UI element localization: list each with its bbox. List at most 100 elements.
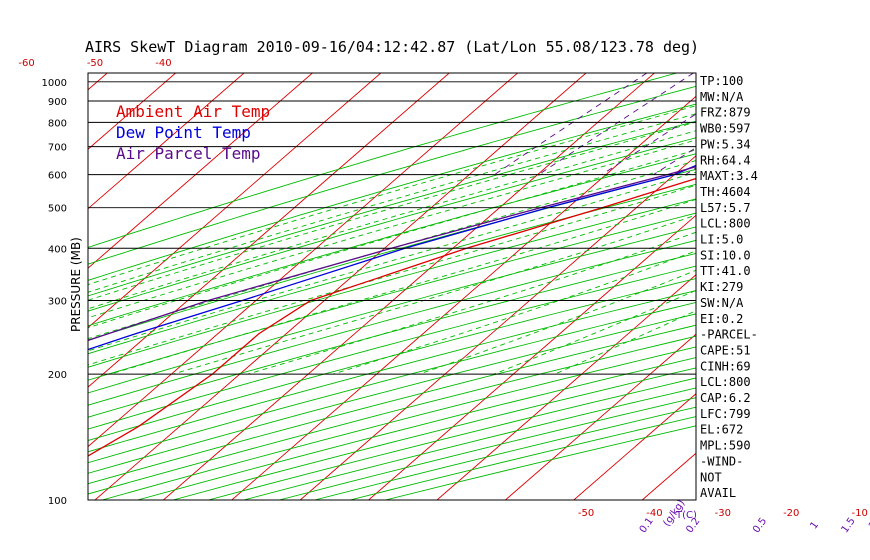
index-item: PW:5.34	[700, 137, 751, 151]
index-item: RH:64.4	[700, 153, 751, 167]
chart-title: AIRS SkewT Diagram 2010-09-16/04:12:42.8…	[85, 38, 699, 56]
index-item: MPL:590	[700, 439, 751, 453]
dry-adiabat-line	[88, 313, 696, 474]
isotherm-line	[88, 73, 245, 210]
cin-hatch-stroke	[805, 131, 815, 135]
cin-hatch-area	[754, 98, 870, 151]
cin-hatch-stroke	[776, 140, 791, 144]
isotherm-line	[88, 73, 313, 269]
dry-adiabat-line	[88, 73, 678, 248]
index-item: -PARCEL-	[700, 328, 758, 342]
moist-adiabat-line	[88, 113, 696, 293]
dry-adiabat-line	[88, 301, 696, 464]
index-item: CAP:6.2	[700, 391, 751, 405]
dry-adiabat-line	[88, 278, 696, 441]
index-item: CAPE:51	[700, 343, 751, 357]
pressure-tick-label: 200	[48, 370, 67, 381]
moist-adiabat-line	[247, 231, 696, 375]
cin-hatch-stroke	[810, 130, 819, 134]
cin-hatch-stroke	[833, 123, 838, 127]
dry-adiabat-line	[88, 183, 696, 355]
cin-hatch-stroke	[771, 142, 787, 146]
bottom-temp-tick-label: -50	[578, 508, 594, 519]
dry-adiabat-line	[88, 265, 696, 430]
cin-hatch-stroke	[865, 112, 870, 116]
cin-hatch-stroke	[842, 120, 846, 124]
moist-adiabat-line	[332, 250, 696, 375]
cin-hatch-stroke	[838, 121, 843, 125]
pressure-tick-label: 500	[48, 204, 67, 215]
series-line-air-parcel-temp	[88, 165, 696, 342]
cin-hatch-stroke	[824, 126, 831, 130]
plot-frame	[87, 72, 697, 501]
cin-hatch-stroke	[819, 127, 827, 131]
isotherm-line	[641, 452, 696, 500]
index-item: KI:279	[700, 280, 743, 294]
pressure-tick-label: 100	[48, 496, 67, 507]
pressure-tick-label: 600	[48, 171, 67, 182]
mixing-ratio-tick-label: 0.5	[751, 516, 769, 535]
isotherm-line	[573, 393, 696, 500]
pressure-tick-label: 800	[48, 118, 67, 129]
index-item: LFC:799	[700, 407, 751, 421]
legend-air-parcel-temp: Air Parcel Temp	[116, 144, 261, 163]
isotherm-line	[88, 73, 382, 329]
cin-hatch-stroke	[791, 136, 804, 140]
index-item: NOT	[700, 470, 722, 484]
index-item: TT:41.0	[700, 264, 751, 278]
temperature-unit-label: T(C)	[675, 510, 697, 521]
y-axis-label: PRESSURE (MB)	[69, 237, 83, 332]
dry-adiabat-line	[88, 252, 696, 418]
bottom-temp-tick-label: -40	[646, 508, 662, 519]
legend-dew-point-temp: Dew Point Temp	[116, 123, 251, 142]
index-item: -WIND-	[700, 454, 743, 468]
mixing-ratio-line	[854, 73, 870, 175]
isotherm-line	[779, 73, 870, 500]
isotherm-line	[436, 274, 696, 500]
index-item: L57:5.7	[700, 201, 751, 215]
cin-hatch-stroke	[862, 113, 866, 117]
dry-adiabat-line	[88, 290, 696, 453]
isotherm-line	[94, 73, 587, 500]
pressure-tick-label: 300	[48, 296, 67, 307]
dry-adiabat-line	[88, 198, 696, 368]
index-item: TP:100	[700, 74, 743, 88]
index-item: CINH:69	[700, 359, 751, 373]
dry-adiabat-line	[88, 239, 696, 406]
mixing-ratio-line	[743, 73, 870, 175]
cin-hatch-stroke	[795, 134, 807, 138]
bottom-temp-tick-label: -20	[783, 508, 799, 519]
mixing-ratio-line	[653, 147, 696, 175]
index-item: MAXT:3.4	[700, 169, 758, 183]
isotherm-line	[88, 73, 176, 150]
index-item: LCL:800	[700, 217, 751, 231]
cin-hatch-stroke	[815, 128, 824, 132]
isotherm-line	[88, 73, 108, 91]
isotherm-line	[505, 333, 696, 500]
pressure-tick-label: 400	[48, 244, 67, 255]
top-temp-tick-label: -40	[155, 58, 171, 69]
index-item: MW:N/A	[700, 90, 744, 104]
index-item: EI:0.2	[700, 312, 743, 326]
mixing-ratio-tick-label: 2	[867, 520, 870, 532]
dry-adiabat-line	[88, 226, 696, 394]
mixing-ratio-line	[805, 73, 870, 175]
dry-adiabat-line	[88, 153, 696, 327]
pressure-tick-label: 700	[48, 143, 67, 154]
bottom-temp-tick-label: -10	[851, 508, 867, 519]
pressure-tick-label: 900	[48, 97, 67, 108]
index-item: SW:N/A	[700, 296, 744, 310]
dry-adiabat-line	[385, 425, 696, 500]
cin-hatch-stroke	[754, 147, 775, 151]
dry-adiabat-line	[88, 85, 696, 265]
cin-hatch-stroke	[765, 143, 782, 147]
index-item: AVAIL	[700, 486, 736, 500]
dry-adiabat-line	[172, 367, 696, 500]
legend: Ambient Air Temp Dew Point Temp Air Parc…	[116, 102, 270, 163]
cin-hatch-stroke	[859, 115, 861, 119]
index-item: SI:10.0	[700, 248, 751, 262]
dry-adiabat-line	[88, 103, 696, 281]
isotherm-line	[299, 155, 696, 500]
cin-hatch-stroke	[847, 119, 850, 123]
